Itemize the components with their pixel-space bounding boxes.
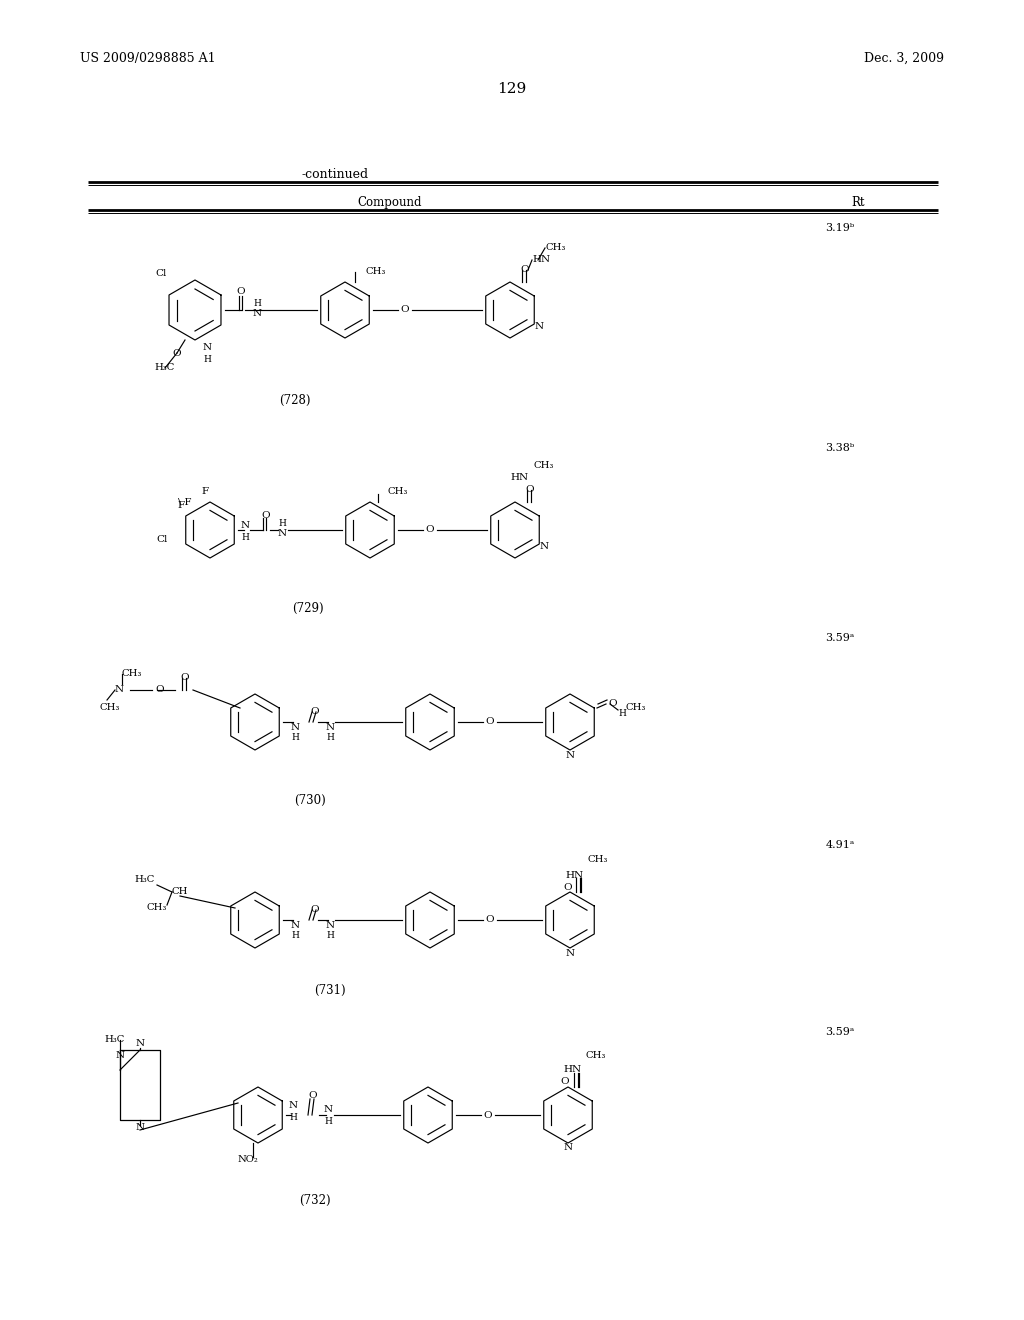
Text: O: O (608, 700, 616, 709)
Text: 3.19ᵇ: 3.19ᵇ (825, 223, 855, 234)
Text: O: O (310, 708, 319, 717)
Text: CH₃: CH₃ (545, 243, 565, 252)
Text: Dec. 3, 2009: Dec. 3, 2009 (864, 51, 944, 65)
Text: O: O (561, 1077, 569, 1086)
Text: CH₃: CH₃ (100, 702, 121, 711)
Text: CH₃: CH₃ (365, 268, 385, 276)
Text: CH: CH (172, 887, 188, 896)
Text: N: N (203, 343, 212, 352)
Text: O: O (310, 906, 319, 915)
Text: N: N (115, 685, 124, 694)
Text: 3.38ᵇ: 3.38ᵇ (825, 444, 855, 453)
Text: HN: HN (532, 256, 550, 264)
Text: H₃C: H₃C (155, 363, 175, 372)
Text: CH₃: CH₃ (588, 855, 608, 865)
Text: N: N (241, 520, 250, 529)
Text: HN: HN (511, 474, 529, 483)
Text: O: O (173, 348, 181, 358)
Text: 3.59ᵃ: 3.59ᵃ (825, 634, 855, 643)
Text: CH₃: CH₃ (586, 1051, 606, 1060)
Text: N: N (135, 1123, 144, 1133)
Text: N: N (539, 543, 548, 550)
Text: H: H (289, 1113, 297, 1122)
Text: Cl: Cl (157, 536, 168, 544)
Text: HN: HN (566, 870, 584, 879)
Text: (729): (729) (292, 602, 324, 615)
Text: (732): (732) (299, 1193, 331, 1206)
Text: H: H (241, 532, 249, 541)
Text: Compound: Compound (357, 195, 422, 209)
Text: H: H (326, 733, 334, 742)
Text: O: O (156, 685, 164, 694)
Text: N: N (565, 751, 574, 759)
Text: Rt: Rt (851, 195, 864, 209)
Text: N: N (565, 949, 574, 957)
Text: N: N (135, 1040, 144, 1048)
Text: H₃C: H₃C (134, 875, 155, 884)
Text: CH₃: CH₃ (388, 487, 409, 496)
Text: CH₃: CH₃ (122, 669, 142, 678)
Text: (731): (731) (314, 983, 346, 997)
Text: F: F (178, 500, 185, 510)
Text: H: H (291, 931, 299, 940)
Text: N: N (563, 1143, 572, 1152)
Text: CH₃: CH₃ (534, 462, 553, 470)
Text: Cl: Cl (156, 268, 167, 277)
Text: O: O (563, 883, 572, 891)
Text: 4.91ᵃ: 4.91ᵃ (825, 840, 855, 850)
Text: NO₂: NO₂ (238, 1155, 258, 1163)
Text: H: H (279, 520, 286, 528)
Text: H₃C: H₃C (104, 1035, 125, 1044)
Text: H: H (324, 1117, 332, 1126)
Text: HN: HN (564, 1065, 582, 1074)
Text: O: O (485, 916, 495, 924)
Text: O: O (525, 486, 535, 495)
Text: N: N (326, 722, 335, 731)
Text: CH₃: CH₃ (146, 903, 167, 912)
Text: US 2009/0298885 A1: US 2009/0298885 A1 (80, 51, 216, 65)
Text: N: N (535, 322, 543, 331)
Text: O: O (426, 525, 434, 535)
Text: N: N (291, 920, 300, 929)
Text: H: H (203, 355, 211, 364)
Text: 129: 129 (498, 82, 526, 96)
Text: H: H (291, 733, 299, 742)
Text: N: N (291, 722, 300, 731)
Text: (728): (728) (280, 393, 310, 407)
Text: O: O (485, 718, 495, 726)
Text: O: O (520, 265, 529, 275)
Text: N: N (324, 1106, 333, 1114)
Text: O: O (308, 1090, 317, 1100)
Text: N: N (326, 920, 335, 929)
Text: N: N (278, 529, 287, 539)
Text: N: N (116, 1051, 125, 1060)
Text: O: O (262, 511, 270, 520)
Text: 3.59ᵃ: 3.59ᵃ (825, 1027, 855, 1038)
Text: F: F (202, 487, 209, 496)
Text: H: H (618, 710, 626, 718)
Text: H: H (253, 300, 261, 309)
Text: O: O (237, 288, 246, 297)
Text: CH₃: CH₃ (625, 704, 645, 713)
Text: N: N (289, 1101, 298, 1110)
Text: O: O (483, 1110, 493, 1119)
Text: O: O (180, 673, 189, 682)
Text: O: O (400, 305, 410, 314)
Text: (730): (730) (294, 793, 326, 807)
Text: \ F: \ F (178, 498, 193, 507)
Text: N: N (253, 309, 261, 318)
Text: -continued: -continued (301, 168, 369, 181)
Text: H: H (326, 931, 334, 940)
